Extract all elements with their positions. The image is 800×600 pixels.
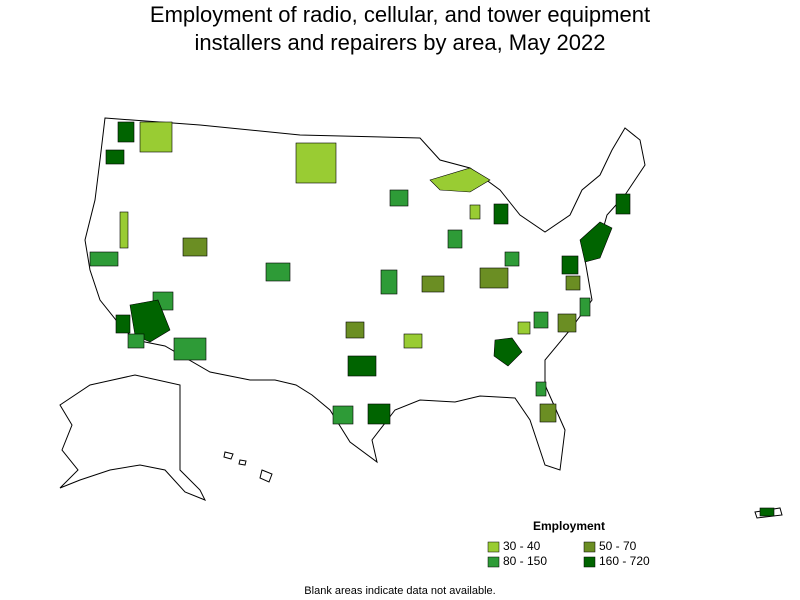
area: [380, 269, 398, 295]
area: [89, 251, 119, 267]
legend-title: Employment: [533, 519, 605, 533]
area: [403, 333, 423, 349]
area: [295, 142, 337, 184]
legend-label: 50 - 70: [599, 539, 637, 553]
area: [579, 221, 613, 263]
area: [493, 203, 509, 225]
alaska: [59, 374, 207, 501]
area: [127, 333, 145, 349]
area: [561, 255, 579, 275]
area: [565, 275, 581, 291]
area: [389, 189, 409, 207]
area: [469, 204, 481, 220]
area: [447, 229, 463, 249]
area: [117, 121, 135, 143]
area: [504, 251, 520, 267]
area: [615, 193, 631, 215]
legend-label: 160 - 720: [599, 554, 650, 568]
area: [367, 403, 391, 425]
area: [139, 121, 173, 153]
area: [347, 355, 377, 377]
title-line: installers and repairers by area, May 20…: [195, 30, 606, 55]
title-line: Employment of radio, cellular, and tower…: [150, 2, 650, 27]
area: [535, 381, 547, 397]
legend-swatch: [487, 556, 500, 568]
area: [119, 211, 129, 249]
legend-label: 30 - 40: [503, 539, 541, 553]
area: [539, 403, 557, 423]
area: [173, 337, 207, 361]
area: [429, 167, 491, 193]
legend-swatch: [487, 541, 500, 553]
area: [479, 267, 509, 289]
area: [332, 405, 354, 425]
area: [265, 262, 291, 282]
area: [105, 149, 125, 165]
area: [579, 297, 591, 317]
shaded-areas: [89, 121, 775, 517]
area: [759, 507, 775, 517]
us-map: [59, 117, 783, 519]
legend-label: 80 - 150: [503, 554, 547, 568]
legend-swatch: [583, 541, 596, 553]
area: [129, 299, 171, 343]
footnote: Blank areas indicate data not available.: [304, 585, 495, 597]
legend: 30 - 40 50 - 70 80 - 150 160 - 720: [487, 539, 650, 568]
area: [345, 321, 365, 339]
area: [115, 314, 131, 334]
area: [493, 337, 523, 367]
area: [182, 237, 208, 257]
area: [557, 313, 577, 333]
area: [421, 275, 445, 293]
area: [533, 311, 549, 329]
area: [517, 321, 531, 335]
hawaii: [223, 451, 273, 483]
legend-swatch: [583, 556, 596, 568]
